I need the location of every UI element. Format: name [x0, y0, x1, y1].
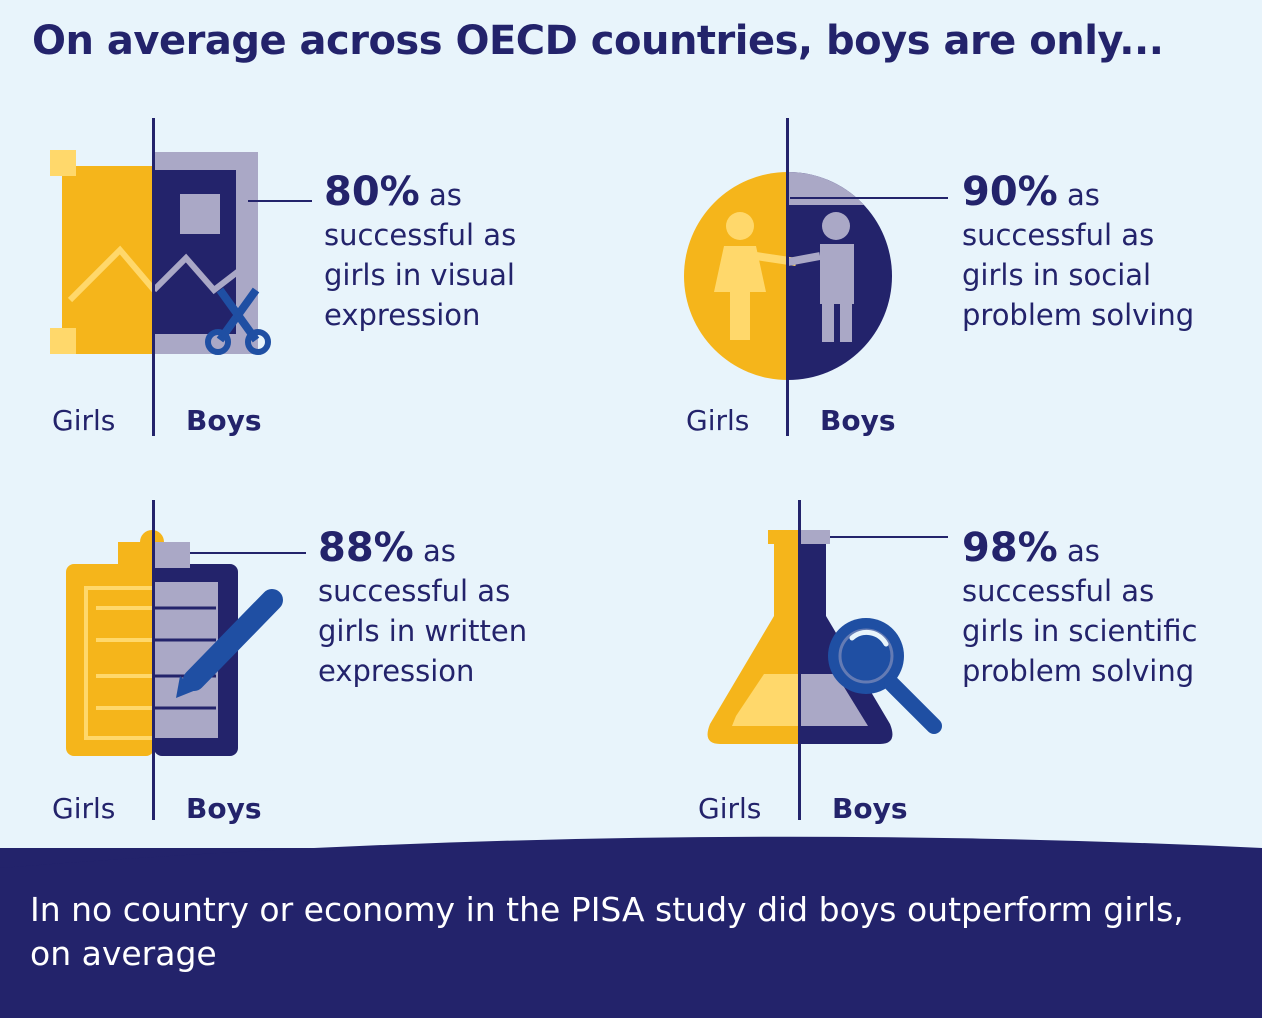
stat-line: girls in written	[318, 614, 528, 648]
girls-boys-divider	[152, 500, 155, 820]
footer-curve	[0, 836, 1262, 868]
stat-line: expression	[324, 298, 481, 332]
girls-boys-divider	[798, 500, 801, 820]
stat-text: 90% as successful as girls in social pro…	[962, 172, 1194, 335]
stat-line: successful as	[324, 218, 517, 252]
percent-value: 88%	[318, 525, 414, 571]
picture-scissors-icon	[50, 150, 271, 355]
footer-text: In no country or economy in the PISA stu…	[30, 890, 1184, 973]
leader-line	[248, 200, 312, 202]
as-text: as	[1066, 178, 1100, 212]
stat-text: 98% as successful as girls in scientific…	[962, 528, 1197, 691]
boys-label: Boys	[832, 792, 908, 825]
leader-line	[790, 197, 948, 199]
flask-magnifier-icon	[707, 530, 942, 744]
leader-line	[830, 536, 948, 538]
stat-line: girls in scientific	[962, 614, 1198, 648]
leader-line	[190, 552, 306, 554]
girls-boys-divider	[786, 118, 789, 436]
percent-value: 90%	[962, 169, 1058, 215]
stat-line: problem solving	[962, 298, 1195, 332]
stat-line: successful as	[962, 218, 1155, 252]
people-handshake-icon	[684, 172, 892, 380]
girls-boys-divider	[152, 118, 155, 436]
as-text: as	[428, 178, 462, 212]
stat-line: successful as	[962, 574, 1155, 608]
stat-line: girls in visual	[324, 258, 515, 292]
stat-line: expression	[318, 654, 475, 688]
footer-banner: In no country or economy in the PISA stu…	[0, 836, 1262, 1018]
as-text: as	[1066, 534, 1100, 568]
percent-value: 80%	[324, 169, 420, 215]
page-title: On average across OECD countries, boys a…	[32, 18, 1164, 64]
girls-label: Girls	[698, 792, 762, 825]
boys-label: Boys	[820, 404, 896, 437]
stat-text: 80% as successful as girls in visual exp…	[324, 172, 516, 335]
stat-line: successful as	[318, 574, 511, 608]
boys-label: Boys	[186, 404, 262, 437]
stat-line: girls in social	[962, 258, 1152, 292]
girls-label: Girls	[686, 404, 750, 437]
as-text: as	[422, 534, 456, 568]
girls-label: Girls	[52, 792, 116, 825]
stat-text: 88% as successful as girls in written ex…	[318, 528, 527, 691]
girls-label: Girls	[52, 404, 116, 437]
percent-value: 98%	[962, 525, 1058, 571]
boys-label: Boys	[186, 792, 262, 825]
stat-line: problem solving	[962, 654, 1195, 688]
clipboard-pen-icon	[66, 530, 283, 756]
